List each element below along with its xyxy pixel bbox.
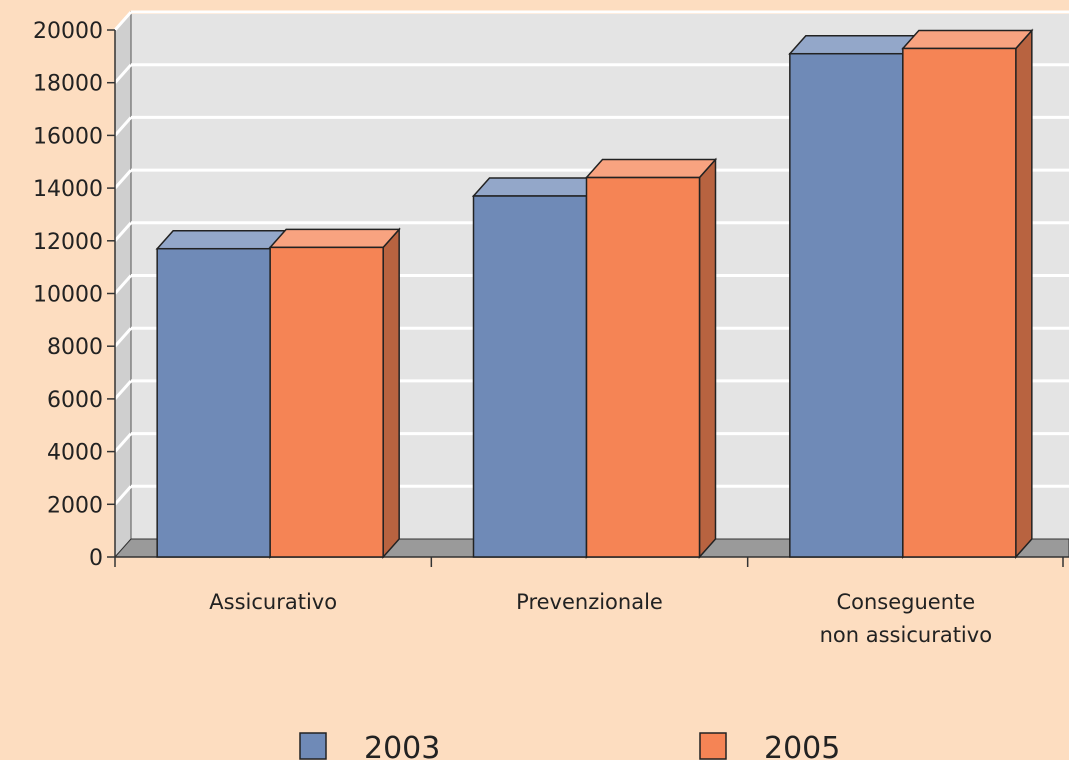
bar-side — [382, 227, 400, 559]
bar-2005-0 — [268, 227, 401, 559]
bar-front — [472, 195, 588, 558]
y-tick-label: 18000 — [33, 72, 103, 97]
bar-side — [698, 157, 717, 559]
bar-front — [902, 47, 1017, 558]
y-tick-label: 12000 — [33, 230, 103, 255]
bar-front — [789, 52, 904, 558]
bar-2005-1 — [584, 157, 718, 559]
bar-top — [901, 29, 1034, 50]
bar-top — [471, 177, 605, 197]
legend-swatch — [299, 732, 327, 760]
bar-2003-1 — [471, 176, 605, 559]
gridline-side — [113, 432, 133, 453]
bar-top — [155, 229, 288, 250]
y-tick-label: 20000 — [33, 19, 103, 44]
bar-2003-0 — [155, 228, 288, 559]
bar-top — [584, 158, 718, 179]
y-tick-label: 16000 — [33, 124, 103, 149]
bar-2003-2 — [788, 33, 921, 559]
bar-front — [585, 176, 701, 558]
category-label: Conseguente — [836, 590, 975, 614]
y-tick-label: 8000 — [47, 335, 103, 360]
bars — [155, 28, 1034, 559]
bar-front — [156, 247, 271, 558]
y-tick-label: 4000 — [47, 441, 103, 466]
legend-item-2003: 2003 — [299, 731, 440, 760]
bar-2005-2 — [901, 28, 1034, 559]
y-tick-label: 2000 — [47, 493, 103, 518]
legend-item-2005: 2005 — [699, 731, 840, 760]
category-label: Assicurativo — [209, 590, 337, 614]
y-tick-label: 6000 — [47, 388, 103, 413]
legend-swatch — [699, 732, 727, 760]
bar-front — [269, 246, 384, 558]
bar-top — [268, 228, 401, 249]
bar-side — [1015, 28, 1033, 559]
legend-label: 2003 — [364, 731, 440, 760]
y-tick-label: 10000 — [33, 283, 103, 308]
gridline-side — [113, 11, 133, 31]
category-label: Prevenzionale — [516, 590, 663, 614]
legend-label: 2005 — [764, 731, 840, 760]
gridline-side — [113, 221, 133, 242]
x-axis-labels: Assicurativo Prevenzionale Conseguente non … — [209, 590, 992, 647]
category-label: non assicurativo — [820, 623, 992, 647]
legend: 2003 2005 — [299, 731, 840, 760]
y-tick-label: 0 — [89, 546, 103, 571]
gridline-side — [113, 169, 133, 190]
gridline-side — [113, 63, 133, 84]
y-tick-label: 14000 — [33, 177, 103, 202]
bar-top — [788, 34, 921, 55]
gridline-side — [113, 485, 133, 506]
gridline-side — [113, 274, 133, 295]
gridline-side — [113, 379, 133, 400]
gridline-side — [113, 116, 133, 137]
gridline-side — [113, 327, 133, 348]
